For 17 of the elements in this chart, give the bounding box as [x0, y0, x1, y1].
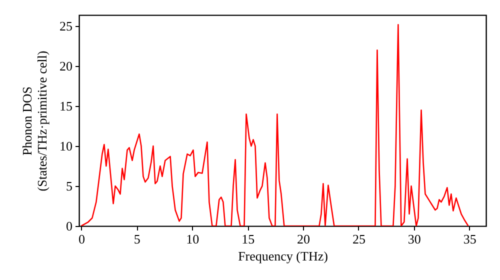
y-tick-label: 15	[60, 98, 72, 114]
x-axis-title: Frequency (THz)	[238, 248, 328, 264]
x-tick-label: 35	[463, 232, 476, 246]
x-tick-label: 25	[352, 232, 366, 246]
x-tick-label: 10	[186, 232, 200, 246]
y-tick-label: 0	[66, 218, 72, 234]
line-series	[80, 24, 469, 226]
x-tick-label: 30	[408, 232, 421, 246]
y-tick-label: 25	[60, 18, 72, 34]
y-axis-title: Phonon DOS (States/THz·primitive cell)	[20, 50, 50, 192]
x-tick-label: 5	[134, 232, 140, 246]
x-tick-label: 20	[297, 232, 310, 246]
y-tick-label: 5	[66, 178, 72, 194]
y-tick-label: 20	[60, 58, 72, 74]
y-tick-label: 10	[60, 138, 72, 154]
x-tick-label: 0	[78, 232, 85, 246]
x-tick-label: 15	[242, 232, 255, 246]
